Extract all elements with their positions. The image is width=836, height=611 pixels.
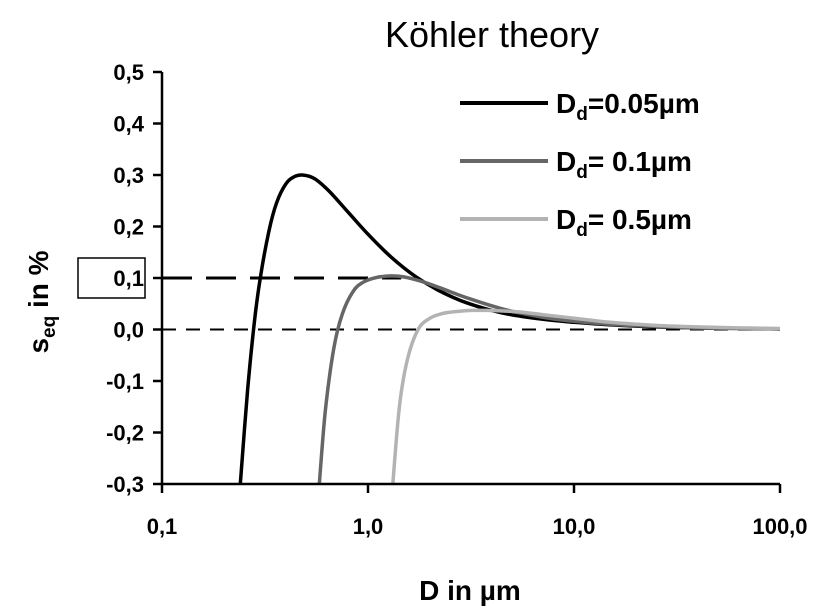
- y-tick-label: 0,2: [113, 215, 144, 240]
- y-tick-label: 0,3: [113, 163, 144, 188]
- y-tick-label: -0,1: [106, 369, 144, 394]
- y-tick-label: -0,2: [106, 421, 144, 446]
- y-axis-label-rest: in %: [23, 250, 54, 315]
- series-line-3: [391, 308, 781, 485]
- series-line-2: [317, 274, 781, 485]
- chart-title: Köhler theory: [385, 14, 599, 55]
- series-lines: [238, 173, 781, 485]
- y-tick-label: 0,0: [113, 318, 144, 343]
- x-tick-label: 10,0: [553, 514, 596, 539]
- ticks: -0,3 -0,2 -0,1 0,0 0,1 0,2 0,3 0,4 0,5 0,1 1,0 10,0…: [77, 60, 808, 539]
- y-axis-label-sub: eq: [39, 316, 60, 338]
- legend: Dd=0.05µm Dd= 0.1µm Dd= 0.5µm: [460, 88, 700, 241]
- legend-label-1: Dd=0.05µm: [556, 88, 700, 125]
- svg-text:seq in %: seq in %: [23, 250, 60, 353]
- x-axis-label: D in µm: [419, 575, 521, 606]
- y-tick-label: -0,3: [106, 472, 144, 497]
- y-tick-label: 0,5: [113, 60, 144, 85]
- legend-label-2: Dd= 0.1µm: [556, 146, 692, 183]
- reference-lines: [162, 276, 780, 331]
- x-tick-label: 100,0: [752, 514, 807, 539]
- legend-label-3: Dd= 0.5µm: [556, 204, 692, 241]
- y-axis-label-main: s: [23, 338, 54, 354]
- y-axis-label: seq in %: [23, 250, 60, 353]
- x-tick-label: 0,1: [147, 514, 178, 539]
- y-tick-label: 0,1: [113, 266, 144, 291]
- y-tick-label: 0,4: [113, 112, 144, 137]
- x-tick-label: 1,0: [353, 514, 384, 539]
- tick-highlight-box: [77, 257, 146, 299]
